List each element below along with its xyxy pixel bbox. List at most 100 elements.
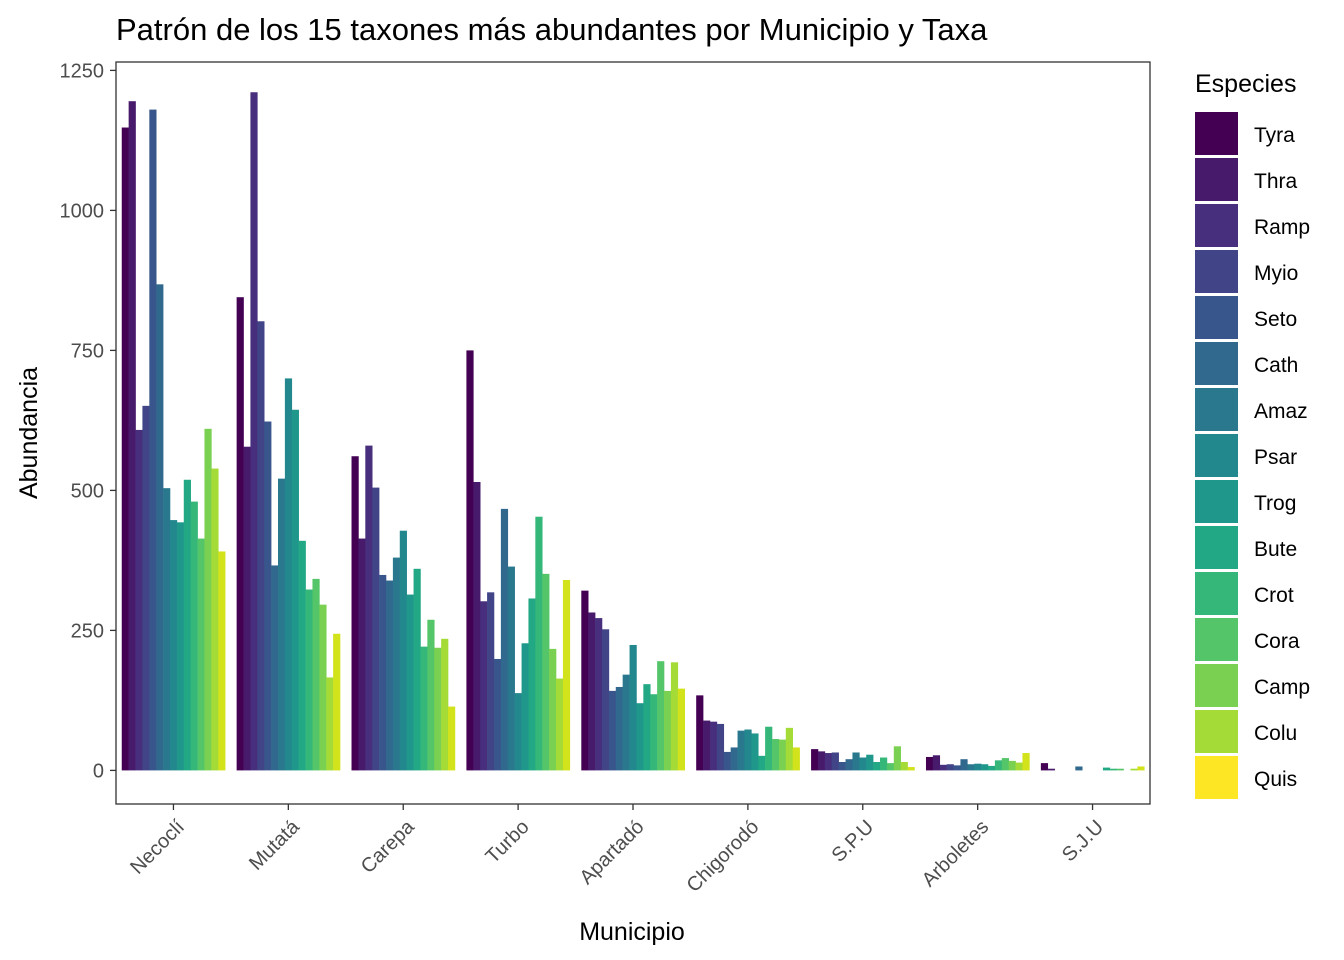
bar-trog-2 xyxy=(406,594,414,771)
x-tick-label: Arboletes xyxy=(918,816,993,891)
bar-colu-6 xyxy=(900,762,908,771)
bar-psar-2 xyxy=(399,530,407,771)
bar-cora-6 xyxy=(886,763,895,771)
y-tick-label: 0 xyxy=(93,760,104,782)
bar-thra-3 xyxy=(473,482,481,771)
legend-label-seto: Seto xyxy=(1254,308,1297,331)
bar-cora-4 xyxy=(657,661,665,771)
x-tick-label: Mutatá xyxy=(245,815,304,874)
bar-cora-2 xyxy=(427,619,435,771)
bar-thra-8 xyxy=(1047,768,1055,771)
legend-key-cath xyxy=(1195,342,1238,385)
bar-seto-6 xyxy=(838,762,846,771)
legend-label-bute: Bute xyxy=(1254,538,1297,561)
bar-bute-2 xyxy=(413,568,421,771)
bar-thra-5 xyxy=(703,720,711,771)
bar-camp-0 xyxy=(204,428,212,771)
bar-amaz-1 xyxy=(277,478,286,771)
legend-key-seto xyxy=(1195,296,1238,339)
bar-thra-2 xyxy=(358,538,366,771)
bar-psar-4 xyxy=(629,644,637,771)
legend-key-ramp xyxy=(1195,204,1238,247)
bar-cath-4 xyxy=(615,686,623,771)
bar-thra-7 xyxy=(932,755,941,771)
bar-ramp-4 xyxy=(595,618,603,771)
bar-myio-0 xyxy=(142,405,150,771)
legend-label-ramp: Ramp xyxy=(1254,216,1310,239)
bar-tyra-4 xyxy=(581,590,589,771)
bar-seto-3 xyxy=(493,658,502,771)
bar-ramp-6 xyxy=(824,753,833,771)
bar-colu-4 xyxy=(670,662,679,771)
bar-ramp-1 xyxy=(250,92,258,771)
bar-cath-5 xyxy=(730,747,738,771)
bar-myio-7 xyxy=(946,764,954,771)
bar-thra-1 xyxy=(243,446,251,771)
legend-key-psar xyxy=(1195,434,1238,477)
bar-psar-1 xyxy=(284,378,293,771)
bar-amaz-6 xyxy=(852,752,860,771)
bar-ramp-3 xyxy=(480,601,488,771)
y-tick-label: 500 xyxy=(71,480,104,502)
bar-bute-0 xyxy=(183,479,191,771)
bar-tyra-7 xyxy=(925,756,934,771)
legend-label-cora: Cora xyxy=(1254,630,1300,653)
bar-tyra-5 xyxy=(696,695,704,771)
bar-seto-1 xyxy=(264,421,272,771)
bar-seto-4 xyxy=(608,690,617,771)
bar-camp-5 xyxy=(778,739,787,771)
y-axis: 0 250 500 750 1000 1250 xyxy=(60,60,116,782)
legend-label-myio: Myio xyxy=(1254,262,1298,285)
bar-camp-3 xyxy=(549,648,557,771)
x-tick-label: Carepa xyxy=(357,815,420,878)
bar-quis-5 xyxy=(792,747,800,771)
legend-label-trog: Trog xyxy=(1254,492,1296,515)
bar-camp-1 xyxy=(319,604,327,771)
bar-tyra-8 xyxy=(1040,763,1049,771)
legend-label-cath: Cath xyxy=(1254,354,1298,377)
bar-quis-2 xyxy=(448,706,456,771)
bar-group xyxy=(121,92,1145,771)
legend-key-thra xyxy=(1195,158,1238,201)
bar-camp-7 xyxy=(1008,760,1016,771)
bar-bute-3 xyxy=(528,598,536,771)
bar-cora-5 xyxy=(772,739,780,771)
bar-myio-6 xyxy=(831,752,839,771)
legend: Tyra Thra Ramp Myio Seto Cath Amaz Psar Trog Bute… xyxy=(1195,112,1310,799)
y-tick-label: 1250 xyxy=(60,60,105,82)
bar-amaz-3 xyxy=(507,566,515,771)
legend-key-camp xyxy=(1195,664,1238,707)
legend-label-tyra: Tyra xyxy=(1254,124,1295,147)
y-tick-label: 750 xyxy=(71,340,104,362)
bar-bute-4 xyxy=(643,684,651,771)
bar-amaz-0 xyxy=(163,488,171,771)
legend-key-trog xyxy=(1195,480,1238,523)
bar-camp-2 xyxy=(434,647,442,771)
x-tick-label: Turbo xyxy=(482,816,534,868)
bar-quis-1 xyxy=(333,633,341,771)
legend-key-colu xyxy=(1195,710,1238,753)
bar-seto-7 xyxy=(953,765,961,771)
bar-crot-1 xyxy=(305,589,313,771)
bar-cath-1 xyxy=(271,565,279,771)
bar-psar-5 xyxy=(744,729,752,771)
bar-crot-5 xyxy=(765,726,773,771)
legend-key-myio xyxy=(1195,250,1238,293)
x-tick-label: Chigorodó xyxy=(683,816,764,897)
bar-cath-8 xyxy=(1075,766,1083,771)
bar-thra-6 xyxy=(817,751,826,771)
bar-cora-0 xyxy=(197,538,205,771)
bar-seto-2 xyxy=(379,574,387,771)
bar-tyra-6 xyxy=(811,749,819,771)
bar-ramp-2 xyxy=(365,445,373,771)
bar-quis-8 xyxy=(1137,766,1145,771)
legend-label-amaz: Amaz xyxy=(1254,400,1308,423)
bar-myio-3 xyxy=(487,592,495,771)
bar-ramp-5 xyxy=(709,721,718,771)
bar-seto-0 xyxy=(149,109,157,771)
bar-bute-8 xyxy=(1102,767,1111,771)
bar-cath-0 xyxy=(156,284,164,771)
chart-title: Patrón de los 15 taxones más abundantes … xyxy=(116,12,988,47)
bar-bute-6 xyxy=(873,762,881,771)
bar-crot-8 xyxy=(1109,768,1117,771)
